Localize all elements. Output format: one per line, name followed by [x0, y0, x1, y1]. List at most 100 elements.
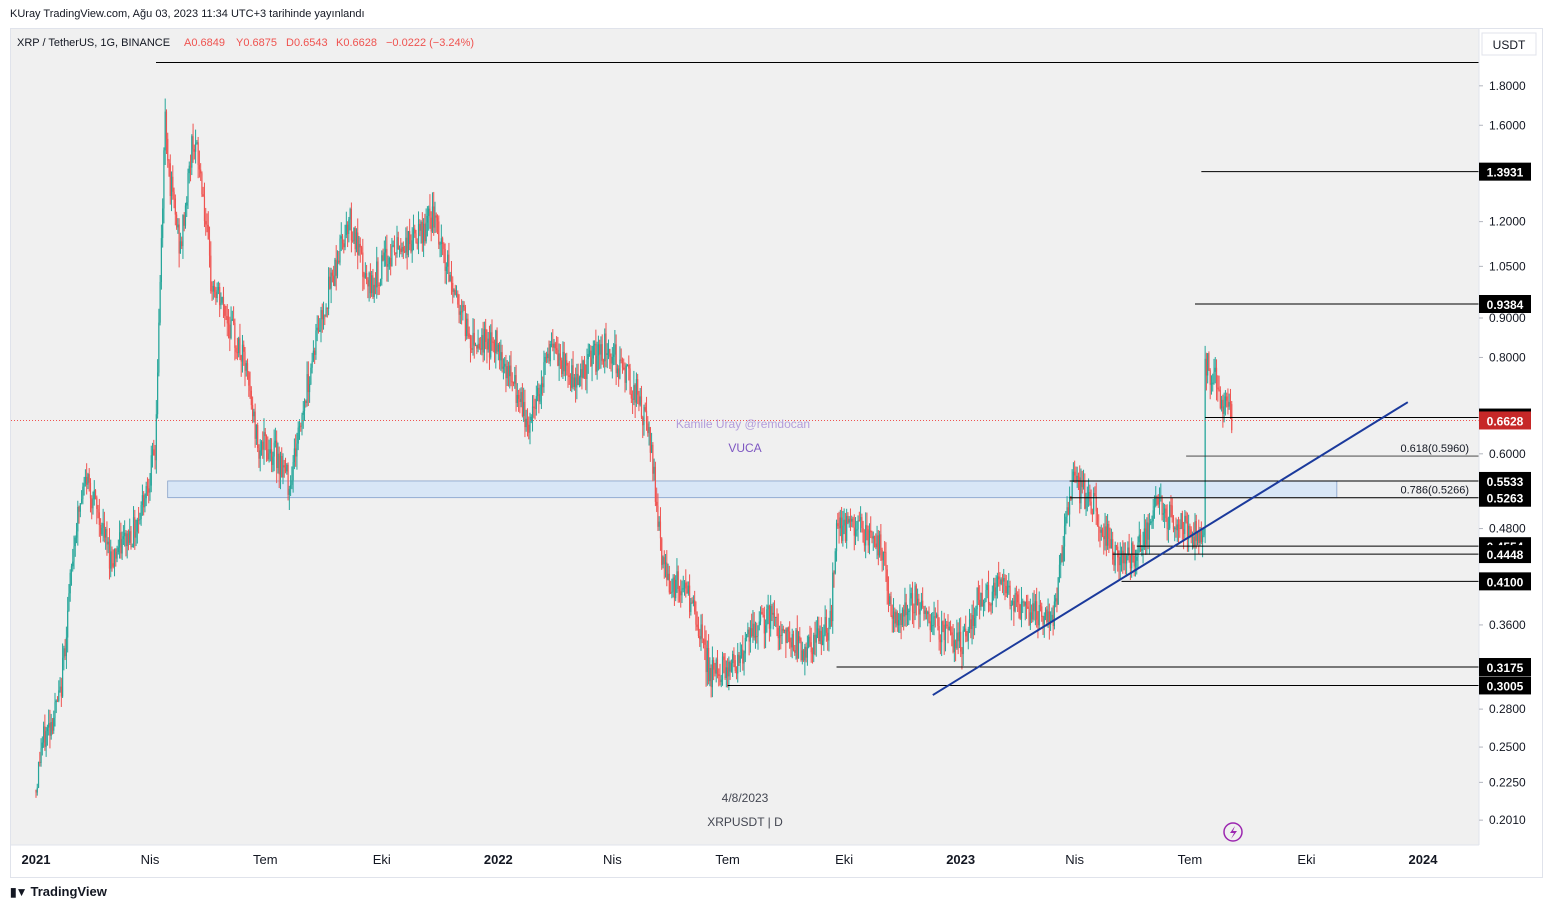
candle-body [809, 636, 811, 643]
candle-body [624, 369, 626, 383]
candle-body [856, 529, 858, 531]
candle-body [720, 679, 722, 683]
candle-body [81, 499, 83, 504]
candle-body [428, 208, 430, 216]
candle-body [92, 499, 94, 509]
y-tick-label: 1.6000 [1489, 118, 1526, 132]
candle-body [671, 591, 673, 593]
candle-body [1203, 528, 1205, 536]
candle-body [41, 742, 43, 749]
candle-body [569, 376, 572, 388]
currency-label[interactable]: USDT [1493, 38, 1526, 52]
lightning-icon[interactable] [1223, 822, 1243, 842]
candle-body [62, 657, 64, 697]
candle-body [904, 602, 906, 617]
candle-body [487, 338, 489, 350]
candle-body [1170, 504, 1172, 506]
candle-body [971, 615, 973, 630]
candle-body [1132, 542, 1134, 556]
candle-body [1109, 538, 1111, 549]
chart-frame[interactable]: 1.8000 1.6000 1.2000 1.0500 0.9000 0.8000 0.60… [10, 28, 1543, 878]
candle-body [939, 639, 941, 643]
candle-body [1055, 598, 1057, 602]
ticker-watermark: XRPUSDT | D [707, 815, 783, 829]
candle-body [162, 208, 164, 239]
price-chart[interactable]: 1.8000 1.6000 1.2000 1.0500 0.9000 0.8000 0.60… [11, 29, 1542, 877]
candle-body [469, 337, 472, 349]
candle-body [1136, 556, 1138, 561]
candle-body [1200, 530, 1202, 543]
candle-body [652, 444, 654, 474]
candle-body [841, 517, 843, 541]
candle-body [1086, 496, 1088, 498]
candle-body [188, 165, 190, 174]
candle-body [250, 390, 252, 406]
candle-body [721, 656, 724, 680]
candle-body [457, 293, 459, 305]
author-watermark: Kamile Uray @remdocan [676, 417, 810, 431]
candle-body [625, 365, 627, 383]
candle-body [482, 335, 484, 353]
candle-body [192, 136, 194, 150]
candle-body [784, 629, 786, 631]
tradingview-logo[interactable]: ▮▼ TradingView [10, 884, 107, 899]
candle-body [229, 324, 231, 339]
candle-body [962, 630, 964, 655]
candle-body [121, 538, 123, 554]
candle-body [1093, 492, 1095, 514]
plot-background[interactable] [11, 29, 1479, 845]
candle-body [966, 636, 968, 641]
candle-body [1020, 601, 1023, 619]
candle-body [709, 667, 711, 682]
price-axis-panel[interactable] [1479, 29, 1542, 845]
x-tick-label: Eki [373, 852, 391, 867]
candle-body [462, 305, 464, 313]
candle-body [581, 369, 583, 378]
candle-body [975, 609, 977, 618]
candle-body [761, 611, 763, 614]
candle-body [928, 611, 930, 622]
candle-body [1165, 508, 1167, 519]
candle-body [173, 191, 175, 199]
candle-body [689, 585, 691, 612]
support-zone[interactable] [167, 480, 1338, 499]
candle-body [848, 518, 850, 523]
candle-body [984, 601, 986, 604]
candle-body [387, 264, 389, 267]
candle-body [252, 405, 254, 417]
candle-body [79, 503, 81, 512]
candle-body [98, 512, 100, 525]
candle-body [586, 359, 588, 380]
candle-body [728, 661, 730, 677]
candle-body [609, 348, 611, 357]
trendline[interactable] [932, 401, 1409, 696]
candle-body [953, 640, 955, 653]
candle-body [739, 655, 741, 664]
y-tick-label: 0.2010 [1489, 813, 1526, 827]
candle-body [1150, 521, 1152, 524]
candle-body [910, 593, 912, 599]
candle-body [530, 416, 532, 422]
candle-body [854, 530, 857, 536]
candle-body [325, 307, 327, 316]
candle-body [905, 602, 907, 616]
candle-body [309, 384, 311, 393]
candle-body [189, 165, 192, 168]
currency-button[interactable] [1481, 32, 1537, 56]
candle-body [657, 505, 659, 527]
candle-body [838, 526, 840, 529]
candle-body [1131, 542, 1133, 569]
y-tick-label: 1.8000 [1489, 79, 1526, 93]
y-tick-label: 0.4800 [1489, 522, 1526, 536]
candle-body [300, 425, 302, 427]
candle-body [1094, 492, 1096, 497]
candle-body [292, 462, 294, 481]
candle-body [401, 246, 403, 252]
candle-body [282, 465, 284, 478]
candle-body [371, 275, 373, 294]
candle-body [958, 631, 960, 642]
y-tick-label: 0.8000 [1489, 350, 1526, 364]
candle-body [1077, 475, 1080, 478]
candle-body [544, 356, 546, 363]
candle-body [567, 365, 569, 376]
